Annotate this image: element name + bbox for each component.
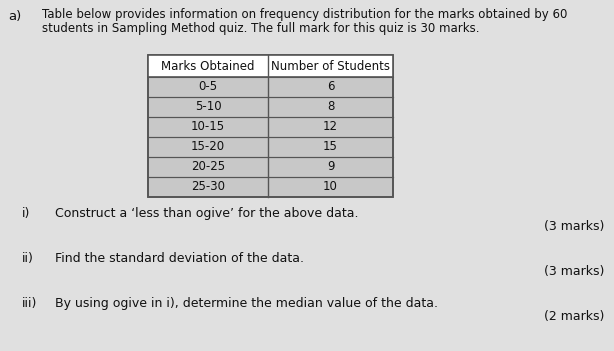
Text: 20-25: 20-25: [191, 160, 225, 173]
Text: a): a): [8, 10, 21, 23]
Text: 0-5: 0-5: [198, 80, 217, 93]
Text: Construct a ‘less than ogive’ for the above data.: Construct a ‘less than ogive’ for the ab…: [55, 207, 359, 220]
Bar: [148, 55, 393, 197]
Text: 12: 12: [323, 120, 338, 133]
Text: (3 marks): (3 marks): [543, 265, 604, 278]
Text: 5-10: 5-10: [195, 100, 221, 113]
Text: Marks Obtained: Marks Obtained: [161, 60, 255, 73]
Bar: [148, 55, 393, 77]
Text: 9: 9: [327, 160, 334, 173]
Text: Table below provides information on frequency distribution for the marks obtaine: Table below provides information on freq…: [42, 8, 567, 21]
Text: 10: 10: [323, 180, 338, 193]
Bar: [148, 55, 393, 197]
Text: 15-20: 15-20: [191, 140, 225, 153]
Text: 8: 8: [327, 100, 334, 113]
Text: (3 marks): (3 marks): [543, 220, 604, 233]
Text: 6: 6: [327, 80, 334, 93]
Text: 15: 15: [323, 140, 338, 153]
Text: 10-15: 10-15: [191, 120, 225, 133]
Text: By using ogive in i), determine the median value of the data.: By using ogive in i), determine the medi…: [55, 297, 438, 310]
Text: i): i): [22, 207, 30, 220]
Text: Number of Students: Number of Students: [271, 60, 390, 73]
Text: 25-30: 25-30: [191, 180, 225, 193]
Text: iii): iii): [22, 297, 37, 310]
Text: Find the standard deviation of the data.: Find the standard deviation of the data.: [55, 252, 304, 265]
Text: students in Sampling Method quiz. The full mark for this quiz is 30 marks.: students in Sampling Method quiz. The fu…: [42, 22, 480, 35]
Text: ii): ii): [22, 252, 34, 265]
Text: (2 marks): (2 marks): [543, 310, 604, 323]
